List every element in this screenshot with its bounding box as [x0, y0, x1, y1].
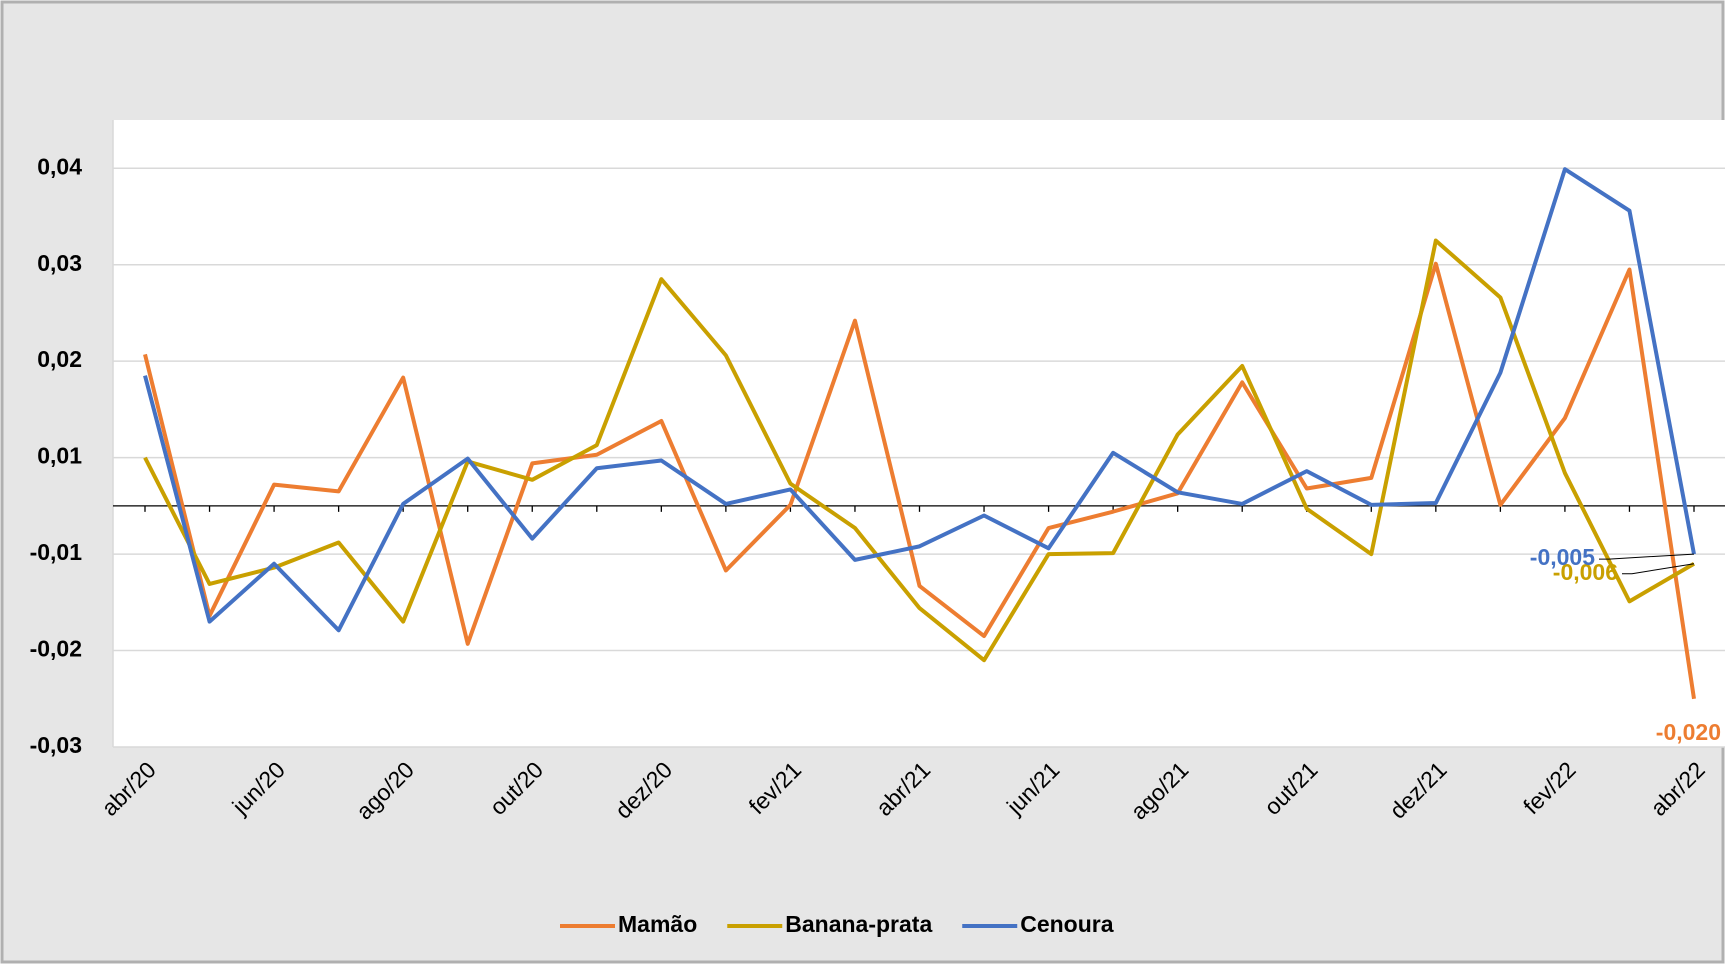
data-label: -0,020 — [1656, 719, 1721, 745]
y-tick-label: -0,01 — [30, 539, 83, 565]
y-tick-label: 0,04 — [37, 153, 82, 179]
legend-label: Cenoura — [1020, 911, 1114, 937]
y-tick-label: 0,02 — [37, 346, 82, 372]
series-line — [143, 261, 1696, 700]
legend-label: Mamão — [618, 911, 697, 937]
series-line — [143, 238, 1696, 663]
series-line — [143, 167, 1696, 633]
data-label: -0,006 — [1553, 559, 1618, 585]
y-tick-label: 0,01 — [37, 443, 82, 469]
y-tick-label: -0,03 — [30, 732, 82, 758]
y-tick-label: 0,03 — [37, 250, 82, 276]
plot-area — [113, 120, 1725, 747]
legend-label: Banana-prata — [785, 911, 932, 937]
leader-line — [1622, 563, 1695, 575]
y-tick-label: -0,02 — [30, 636, 82, 662]
leader-line — [1599, 553, 1695, 560]
data-label: -0,005 — [1530, 544, 1595, 570]
